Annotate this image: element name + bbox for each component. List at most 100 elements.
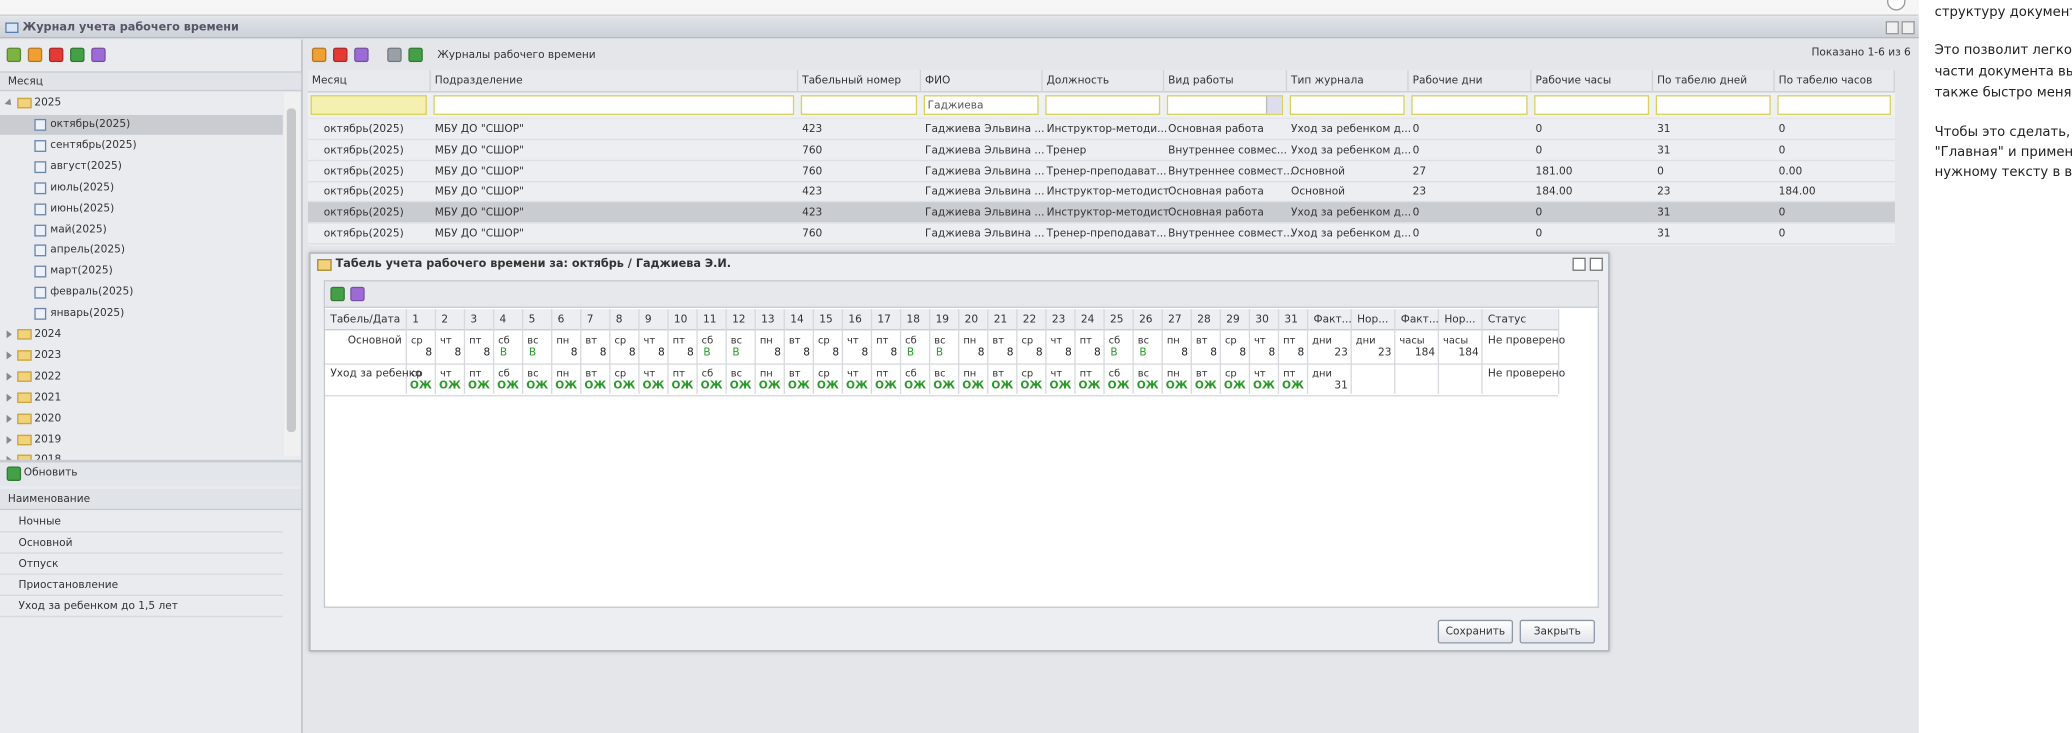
filter-input[interactable]: Гаджиева [923,95,1039,115]
day-mark[interactable]: ОЖ [1078,379,1101,392]
day-mark[interactable]: ОЖ [584,379,607,392]
grid-cell[interactable]: Инструктор-методи... [1046,122,1168,135]
type-item[interactable]: Приостановление [18,578,119,591]
filter-input[interactable] [1045,95,1161,115]
day-mark[interactable]: 8 [890,346,898,359]
toolbar-icon[interactable] [387,47,402,63]
day-mark[interactable]: ОЖ [816,379,839,392]
grid-cell[interactable]: 181.00 [1535,164,1573,177]
day-mark[interactable]: ОЖ [1223,379,1246,392]
day-mark[interactable]: 8 [774,346,781,359]
toolbar-icon[interactable] [48,47,64,63]
day-mark[interactable]: 8 [425,346,433,359]
day-mark[interactable]: В [935,346,944,359]
day-mark[interactable]: 8 [1239,346,1247,359]
grid-cell[interactable]: 0 [1535,122,1543,135]
day-mark[interactable]: ОЖ [845,379,868,392]
column-header[interactable]: Подразделение [434,74,523,86]
day-mark[interactable]: ОЖ [526,379,549,392]
toolbar-icon[interactable] [330,286,345,302]
day-mark[interactable]: ОЖ [555,379,578,392]
grid-cell[interactable]: 184.00 [1778,185,1816,198]
day-mark[interactable]: ОЖ [409,379,432,392]
grid-cell[interactable]: МБУ ДО "СШОР" [434,185,524,198]
type-item[interactable]: Ночные [18,515,61,528]
dialog-button[interactable]: Закрыть [1519,619,1595,644]
day-mark[interactable]: ОЖ [787,379,810,392]
expander[interactable] [6,330,12,339]
grid-cell[interactable]: Основной [1291,164,1346,177]
grid-cell[interactable]: 0 [1535,206,1543,219]
day-mark[interactable]: ОЖ [438,379,461,392]
tree-year[interactable]: 2024 [34,327,62,340]
day-mark[interactable]: 8 [657,346,665,359]
day-mark[interactable]: 8 [1268,346,1276,359]
maximize-button[interactable] [1572,257,1586,271]
grid-cell[interactable]: Основная работа [1168,185,1264,198]
grid-cell[interactable]: 0 [1412,143,1420,156]
grid-cell[interactable]: октябрь(2025) [323,227,404,240]
day-mark[interactable]: 8 [832,346,840,359]
filter-input[interactable] [1655,95,1771,115]
toolbar-icon[interactable] [27,47,43,63]
filter-input[interactable] [310,95,427,115]
grid-cell[interactable]: 423 [802,122,823,135]
column-header[interactable]: Рабочие дни [1412,74,1483,86]
grid-cell[interactable]: Внутреннее совмест... [1168,227,1294,240]
day-mark[interactable]: ОЖ [613,379,636,392]
day-mark[interactable]: 8 [1094,346,1101,359]
tree-year[interactable]: 2018 [34,452,61,468]
grid-cell[interactable]: 760 [802,143,823,156]
grid-cell[interactable]: октябрь(2025) [323,143,404,156]
tree-year[interactable]: 2019 [34,432,62,445]
close-button[interactable] [1901,21,1915,35]
day-mark[interactable]: ОЖ [1049,379,1072,392]
grid-cell[interactable]: октябрь(2025) [323,122,404,135]
day-mark[interactable]: 8 [977,346,985,359]
day-mark[interactable]: ОЖ [991,379,1014,392]
grid-cell[interactable]: Тренер-преподават... [1046,227,1167,240]
expander[interactable] [4,98,14,108]
day-mark[interactable]: ОЖ [671,379,694,392]
tree-month[interactable]: январь(2025) [50,306,125,319]
toolbar-icon[interactable] [70,47,85,63]
minimize-button[interactable] [1885,21,1899,35]
expander[interactable] [6,414,12,423]
day-mark[interactable]: ОЖ [497,379,520,392]
day-mark[interactable]: ОЖ [1020,379,1043,392]
day-mark[interactable]: В [499,346,508,359]
filter-input[interactable] [433,95,795,115]
column-header[interactable]: Рабочие часы [1535,74,1612,86]
day-mark[interactable]: ОЖ [933,379,956,392]
day-mark[interactable]: В [906,346,915,359]
expander[interactable] [6,393,12,402]
toolbar-icon[interactable] [354,47,369,63]
day-mark[interactable]: В [528,346,537,359]
grid-cell[interactable]: Основная работа [1168,206,1264,219]
grid-cell[interactable]: 23 [1657,185,1671,198]
grid-cell[interactable]: Основной [1291,185,1346,198]
grid-cell[interactable]: 0 [1412,206,1420,219]
grid-cell[interactable]: 0 [1412,227,1420,240]
column-header[interactable]: Тип журнала [1291,74,1364,86]
toolbar-icon[interactable] [408,47,423,63]
column-header[interactable]: ФИО [925,74,951,86]
scroll-thumb[interactable] [286,108,297,433]
toolbar-icon[interactable] [350,286,365,302]
day-mark[interactable]: 8 [1181,346,1188,359]
tree-month[interactable]: июль(2025) [50,180,115,193]
grid-cell[interactable]: 31 [1657,227,1671,240]
expander[interactable] [6,372,12,381]
toolbar-icon[interactable] [311,47,327,63]
expander[interactable] [6,351,12,360]
grid-cell[interactable]: Уход за ребенком д... [1291,206,1412,219]
day-mark[interactable]: ОЖ [468,379,490,392]
toolbar-icon[interactable] [6,47,22,63]
dropdown-button[interactable] [1265,96,1282,114]
day-mark[interactable]: В [1139,346,1147,359]
filter-input[interactable] [1534,95,1650,115]
grid-cell[interactable]: Внутреннее совмест... [1168,164,1294,177]
day-mark[interactable]: В [1110,346,1118,359]
day-mark[interactable]: 8 [570,346,578,359]
expander[interactable] [6,435,12,444]
